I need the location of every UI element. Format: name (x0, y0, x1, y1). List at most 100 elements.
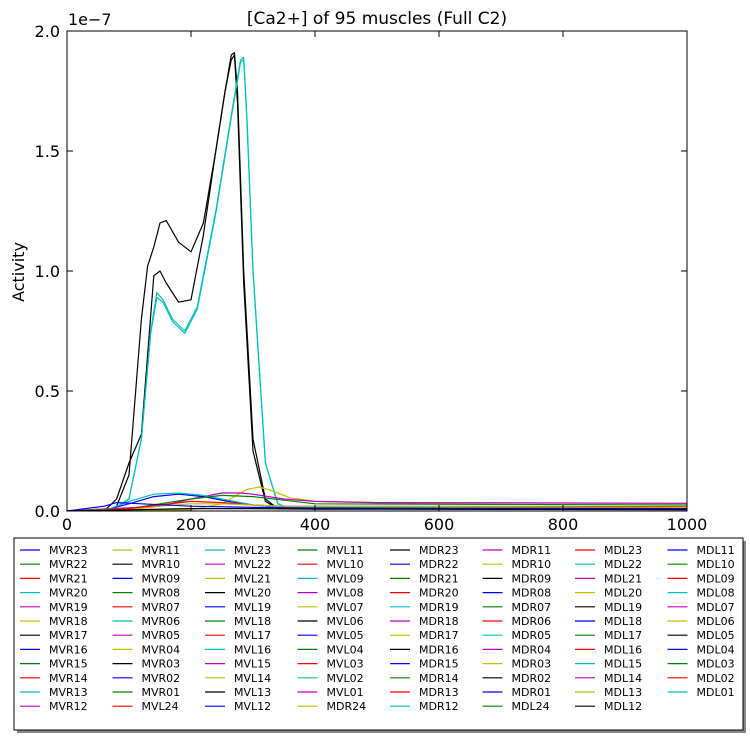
legend-label: MDR23 (419, 544, 459, 557)
legend-label: MVL21 (234, 572, 271, 585)
legend-label: MVR03 (142, 658, 181, 671)
legend-label: MDL10 (697, 558, 735, 571)
legend-label: MVR06 (142, 615, 181, 628)
legend-label: MVR04 (142, 643, 181, 656)
legend-label: MDR24 (327, 700, 367, 713)
legend-label: MDR14 (419, 672, 459, 685)
y-tick-label: 2.0 (35, 22, 60, 41)
legend-label: MVR17 (49, 629, 88, 642)
legend-label: MDL04 (697, 643, 735, 656)
legend-label: MDR08 (512, 587, 552, 600)
legend-label: MDL01 (697, 686, 735, 699)
x-tick-label: 800 (548, 515, 579, 534)
legend-label: MDL23 (604, 544, 642, 557)
legend-label: MDL17 (604, 629, 642, 642)
legend-label: MVR23 (49, 544, 88, 557)
chart-title: [Ca2+] of 95 muscles (Full C2) (247, 9, 507, 29)
legend-label: MDR03 (512, 658, 552, 671)
legend-label: MDL18 (604, 615, 642, 628)
legend-label: MVL06 (327, 615, 364, 628)
legend-label: MDR19 (419, 601, 459, 614)
legend-label: MVR20 (49, 587, 88, 600)
legend-label: MDR22 (419, 558, 459, 571)
legend-label: MVR11 (142, 544, 181, 557)
legend-label: MDR02 (512, 672, 552, 685)
legend-label: MVL03 (327, 658, 364, 671)
legend-label: MVL05 (327, 629, 364, 642)
legend-label: MVL11 (327, 544, 364, 557)
legend-label: MDR13 (419, 686, 459, 699)
legend-label: MDR20 (419, 587, 459, 600)
legend-label: MDR16 (419, 643, 459, 656)
legend-label: MVL04 (327, 643, 364, 656)
legend-label: MVL02 (327, 672, 364, 685)
legend-label: MDL21 (604, 572, 642, 585)
legend-label: MVR16 (49, 643, 88, 656)
legend-label: MDL12 (604, 700, 642, 713)
legend-label: MDR04 (512, 643, 552, 656)
legend-label: MVR10 (142, 558, 181, 571)
legend-label: MVR13 (49, 686, 88, 699)
legend-label: MVL08 (327, 587, 364, 600)
y-tick-label: 0.5 (35, 382, 60, 401)
legend-label: MVR22 (49, 558, 88, 571)
legend-label: MVR19 (49, 601, 88, 614)
x-tick-label: 1000 (667, 515, 708, 534)
legend-label: MDR10 (512, 558, 552, 571)
legend-label: MDL08 (697, 587, 735, 600)
legend-label: MDR07 (512, 601, 552, 614)
legend-label: MDR12 (419, 700, 459, 713)
legend-label: MVL09 (327, 572, 364, 585)
legend-label: MVL13 (234, 686, 271, 699)
y-tick-label: 1.5 (35, 142, 60, 161)
legend-label: MDR09 (512, 572, 552, 585)
x-tick-label: 200 (176, 515, 207, 534)
legend-label: MVR07 (142, 601, 181, 614)
legend-label: MDR11 (512, 544, 552, 557)
legend-label: MVL23 (234, 544, 271, 557)
legend-label: MVR15 (49, 658, 88, 671)
legend-label: MVL12 (234, 700, 271, 713)
legend-label: MDL14 (604, 672, 642, 685)
legend-label: MDL03 (697, 658, 735, 671)
legend-label: MVR12 (49, 700, 88, 713)
legend-label: MVL01 (327, 686, 364, 699)
x-tick-label: 600 (424, 515, 455, 534)
x-tick-label: 400 (300, 515, 331, 534)
legend-label: MDL20 (604, 587, 642, 600)
legend-label: MDR17 (419, 629, 459, 642)
x-tick-label: 0 (62, 515, 72, 534)
legend-label: MVL20 (234, 587, 271, 600)
legend-label: MVL16 (234, 643, 271, 656)
legend-label: MVR09 (142, 572, 181, 585)
legend-label: MDL09 (697, 572, 735, 585)
legend-label: MDL16 (604, 643, 642, 656)
legend-label: MDR18 (419, 615, 459, 628)
legend-label: MDR21 (419, 572, 459, 585)
legend-label: MDL13 (604, 686, 642, 699)
legend-label: MVL24 (142, 700, 179, 713)
legend-label: MVR18 (49, 615, 88, 628)
legend-label: MDR01 (512, 686, 552, 699)
y-axis-label: Activity (9, 242, 28, 302)
legend-label: MDR05 (512, 629, 552, 642)
legend-label: MVL17 (234, 629, 271, 642)
legend-label: MVL07 (327, 601, 364, 614)
legend-label: MDL22 (604, 558, 642, 571)
legend-label: MVL10 (327, 558, 364, 571)
legend-label: MVR08 (142, 587, 181, 600)
y-tick-label: 0.0 (35, 502, 60, 521)
legend-label: MVR21 (49, 572, 88, 585)
legend-label: MDR06 (512, 615, 552, 628)
legend-label: MVL19 (234, 601, 271, 614)
legend-label: MVL14 (234, 672, 271, 685)
legend-label: MVL22 (234, 558, 271, 571)
legend-label: MDR15 (419, 658, 459, 671)
legend-label: MDL11 (697, 544, 735, 557)
legend-label: MDL02 (697, 672, 735, 685)
legend-label: MDL15 (604, 658, 642, 671)
legend-label: MDL07 (697, 601, 735, 614)
legend-label: MVR05 (142, 629, 181, 642)
y-tick-label: 1.0 (35, 262, 60, 281)
